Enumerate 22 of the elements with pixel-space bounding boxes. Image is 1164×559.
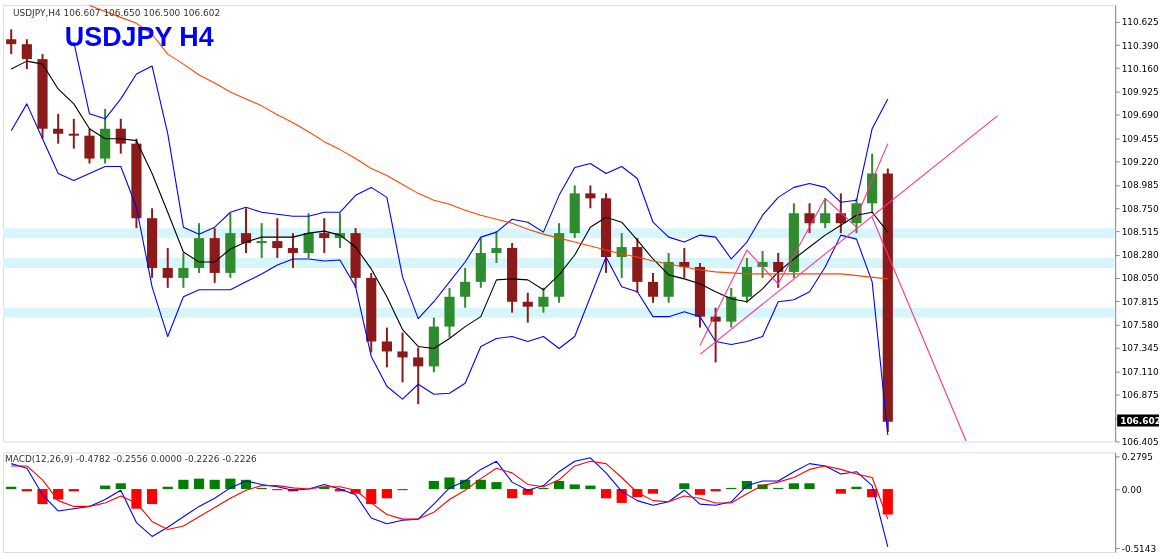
y-tick-label: 108.050	[1121, 273, 1159, 284]
y-tick-label: 110.390	[1121, 40, 1159, 51]
y-tick-label: 108.515	[1121, 227, 1159, 238]
y-tick-label: 108.280	[1121, 250, 1159, 261]
y-tick-label: 106.405	[1121, 436, 1159, 447]
chart-title: MACD(12,26,9) -0.4782 -0.2556 0.0000 -0.2226 -0.2226	[4, 454, 258, 465]
y-tick-label: 0.2795	[1121, 452, 1153, 463]
y-tick-label: 108.985	[1121, 180, 1159, 191]
y-tick-label: 109.690	[1121, 110, 1159, 121]
y-tick-label: 110.160	[1121, 63, 1159, 74]
y-tick-label: 0.00	[1121, 484, 1142, 495]
y-tick-label: 107.580	[1121, 320, 1159, 331]
y-tick-label: 109.455	[1121, 133, 1159, 144]
y-tick-label: 109.220	[1121, 157, 1159, 168]
y-tick-label: 108.750	[1121, 203, 1159, 214]
y-tick-label: 107.345	[1121, 343, 1159, 354]
y-tick-label: 110.625	[1121, 17, 1159, 28]
y-tick-label: 107.110	[1121, 366, 1159, 377]
y-tick-label: 106.875	[1121, 390, 1159, 401]
y-tick-label: 107.815	[1121, 296, 1159, 307]
y-tick-label: -0.5143	[1121, 544, 1157, 554]
y-tick-label: 109.925	[1121, 86, 1159, 97]
